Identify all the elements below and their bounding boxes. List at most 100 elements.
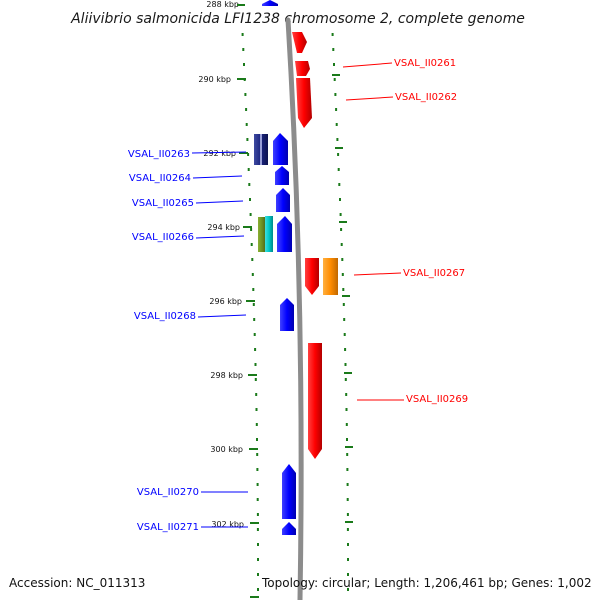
left-minor-tick — [257, 543, 259, 546]
right-minor-tick — [346, 483, 349, 486]
right-minor-tick — [341, 273, 344, 276]
gene-arrow-forward[interactable] — [292, 32, 307, 53]
right-minor-tick — [333, 78, 336, 81]
gene-label-VSAL_II0263[interactable]: VSAL_II0263 — [128, 149, 190, 160]
gene-arrow-VSAL_II0262[interactable] — [296, 78, 312, 128]
leader-VSAL_II0265 — [195, 200, 244, 204]
gene-label-VSAL_II0262[interactable]: VSAL_II0262 — [395, 92, 457, 103]
right-minor-tick — [344, 363, 347, 366]
left-minor-tick — [247, 168, 250, 171]
gene-label-VSAL_II0264[interactable]: VSAL_II0264 — [129, 173, 191, 184]
left-minor-tick — [255, 408, 258, 411]
gene-arrow-VSAL_II0269[interactable] — [308, 343, 322, 459]
left-minor-tick — [256, 453, 259, 456]
gene-VSAL_II0266-cyan[interactable] — [265, 216, 273, 252]
left-minor-tick — [251, 273, 254, 276]
left-minor-tick — [242, 48, 245, 51]
right-minor-tick — [340, 228, 343, 231]
right-minor-tick — [337, 168, 340, 171]
scale-label-298: 298 kbp — [210, 371, 243, 380]
right-minor-tick — [341, 258, 344, 261]
left-minor-tick — [245, 108, 248, 111]
left-minor-tick — [251, 258, 254, 261]
leader-VSAL_II0263 — [191, 151, 247, 154]
gene-arrow-VSAL_II0267-red[interactable] — [305, 258, 319, 295]
scale-label-296: 296 kbp — [209, 297, 242, 306]
right-minor-tick — [333, 63, 335, 66]
left-minor-tick — [257, 573, 259, 576]
gene-arrow-VSAL_II0270[interactable] — [282, 464, 296, 519]
gene-label-VSAL_II0267[interactable]: VSAL_II0267 — [403, 268, 465, 279]
scale-label-288: 288 kbp — [206, 0, 239, 9]
left-minor-tick — [254, 348, 257, 351]
right-minor-tick — [342, 288, 345, 291]
gene-label-VSAL_II0266[interactable]: VSAL_II0266 — [132, 232, 194, 243]
left-minor-tick — [256, 528, 259, 531]
chromosome-backbone — [285, 17, 304, 600]
leader-VSAL_II0267 — [353, 272, 402, 276]
left-minor-tick — [252, 288, 255, 291]
right-minor-tick — [346, 498, 349, 501]
gene-arrow-VSAL_II0263[interactable] — [273, 133, 288, 165]
gene-arrow-VSAL_II0267-orange[interactable] — [323, 258, 338, 295]
right-minor-tick — [340, 243, 343, 246]
right-minor-tick — [347, 573, 349, 576]
right-minor-tick — [346, 468, 349, 471]
accession-text: Accession: NC_011313 — [9, 576, 145, 590]
right-minor-tick — [335, 108, 338, 111]
left-minor-tick — [257, 558, 259, 561]
right-minor-tick — [344, 378, 347, 381]
scale-label-294: 294 kbp — [207, 223, 240, 232]
left-scale-ticks — [241, 33, 259, 591]
gene-arrow-forward[interactable] — [295, 61, 310, 76]
right-minor-tick — [339, 213, 342, 216]
left-minor-tick — [246, 138, 249, 141]
gene-arrow-VSAL_II0264[interactable] — [275, 166, 289, 185]
right-minor-tick — [346, 528, 349, 531]
gene-label-VSAL_II0271[interactable]: VSAL_II0271 — [137, 522, 199, 533]
left-minor-tick — [243, 63, 245, 66]
right-minor-tick — [334, 93, 337, 96]
gene-labels: VSAL_II0261 VSAL_II0262 VSAL_II0263 VSAL… — [128, 58, 468, 533]
gene-arrow-VSAL_II0268[interactable] — [280, 298, 294, 331]
scale-label-302: 302 kbp — [211, 520, 244, 529]
left-minor-tick — [254, 378, 257, 381]
leader-lines — [191, 62, 404, 528]
gene-arrow-top[interactable] — [262, 0, 278, 6]
reverse-genes — [254, 0, 296, 535]
gene-label-VSAL_II0265[interactable]: VSAL_II0265 — [132, 198, 194, 209]
gene-arrow-VSAL_II0266[interactable] — [277, 216, 292, 252]
left-minor-tick — [254, 363, 257, 366]
right-minor-tick — [336, 138, 339, 141]
left-minor-tick — [245, 123, 248, 126]
right-minor-tick — [345, 423, 348, 426]
leader-VSAL_II0264 — [192, 175, 243, 179]
gene-label-VSAL_II0270[interactable]: VSAL_II0270 — [137, 487, 199, 498]
right-minor-tick — [347, 588, 349, 591]
left-minor-tick — [256, 483, 259, 486]
left-minor-tick — [253, 333, 256, 336]
gene-label-VSAL_II0268[interactable]: VSAL_II0268 — [134, 311, 196, 322]
gene-arrow-VSAL_II0265[interactable] — [276, 188, 290, 212]
gene-VSAL_II0266-olive[interactable] — [258, 217, 266, 252]
scale-label-290: 290 kbp — [198, 75, 231, 84]
right-minor-tick — [346, 438, 348, 441]
leader-VSAL_II0268 — [197, 314, 247, 318]
gene-arrow-VSAL_II0271[interactable] — [282, 522, 296, 535]
right-minor-tick — [337, 153, 340, 156]
left-minor-tick — [256, 498, 259, 501]
forward-genes — [292, 32, 338, 459]
left-minor-tick — [255, 423, 258, 426]
right-minor-tick — [332, 48, 335, 51]
gene-label-VSAL_II0269[interactable]: VSAL_II0269 — [406, 394, 468, 405]
left-minor-tick — [256, 438, 258, 441]
gene-label-VSAL_II0261[interactable]: VSAL_II0261 — [394, 58, 456, 69]
right-scale-ticks — [331, 33, 349, 591]
left-minor-tick — [253, 318, 256, 321]
left-minor-tick — [250, 243, 253, 246]
left-minor-tick — [255, 393, 258, 396]
right-minor-tick — [342, 303, 345, 306]
scale-labels: 288 kbp 290 kbp 292 kbp 294 kbp 296 kbp … — [190, 0, 244, 529]
right-minor-tick — [343, 318, 346, 321]
